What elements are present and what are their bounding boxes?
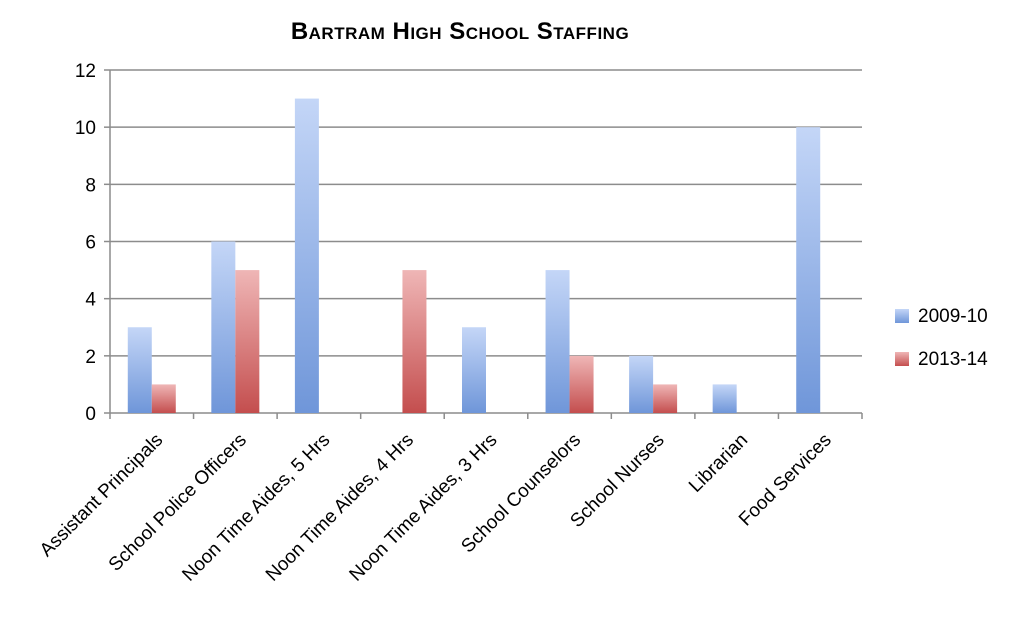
legend-label: 2013-14 <box>918 349 988 370</box>
legend-label: 2009-10 <box>918 306 988 327</box>
y-tick-label: 0 <box>85 404 96 425</box>
y-tick-label: 4 <box>85 290 96 311</box>
y-tick-label: 6 <box>85 233 96 254</box>
x-tick-label: Noon Time Aides, 5 Hrs <box>178 430 334 586</box>
y-tick-label: 2 <box>85 347 96 368</box>
bar-2009-10 <box>211 241 236 413</box>
x-tick-label: Noon Time Aides, 3 Hrs <box>346 430 502 586</box>
y-tick-label: 8 <box>85 175 96 196</box>
x-tick-label: Noon Time Aides, 4 Hrs <box>262 430 418 586</box>
bars <box>127 98 821 414</box>
bar-2009-10 <box>462 327 486 413</box>
legend-swatch <box>895 309 909 323</box>
y-tick-label: 10 <box>75 118 96 139</box>
legend: 2009-10 2013-14 <box>895 306 988 370</box>
chart-title: Bartram High School Staffing <box>290 18 630 45</box>
bar-2013-14 <box>235 270 260 413</box>
bar-2009-10 <box>712 384 737 413</box>
bar-2009-10 <box>127 327 152 413</box>
bar-2009-10 <box>294 98 319 413</box>
x-tick-label: School Police Officers <box>105 430 251 576</box>
bar-2013-14 <box>653 384 678 413</box>
legend-swatch <box>895 352 909 366</box>
y-tick-label: 12 <box>75 61 96 82</box>
bar-2013-14 <box>151 384 176 413</box>
bar-2009-10 <box>629 355 654 413</box>
bar-2013-14 <box>402 270 427 413</box>
x-tick-label: Librarian <box>685 430 752 497</box>
bar-2009-10 <box>796 127 821 414</box>
bar-2013-14 <box>569 355 594 413</box>
bar-2009-10 <box>545 270 570 413</box>
